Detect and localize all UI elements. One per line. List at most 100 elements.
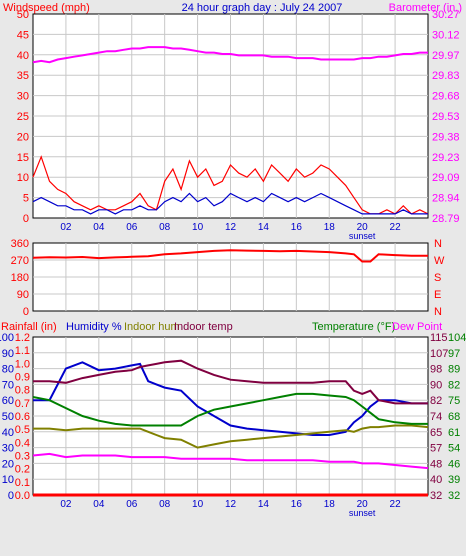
y-tick-barometer: 28.94 [432,193,460,205]
y-tick-barometer: 30.27 [432,9,460,21]
y-tick-rainfall: 1.2 [15,332,30,344]
series-wind-speed [32,192,428,215]
y-tick-temperature: 104 [448,332,466,344]
x-tick-label: 12 [225,222,237,233]
x-tick-label: 04 [93,499,105,510]
y-tick-humidity: 20 [2,458,14,470]
y-tick-windspeed: 0 [23,213,29,225]
y-tick-temperature: 39 [448,474,460,486]
sunset-label: sunset [349,231,376,241]
y-tick-compass: W [434,255,445,267]
y-tick-windspeed: 30 [17,91,29,103]
x-tick-label: 06 [126,499,138,510]
y-tick-humidity: 0 [8,490,14,502]
y-tick-barometer: 29.09 [432,172,460,184]
legend-humidity: Humidity % [66,321,122,333]
x-tick-label: 10 [192,222,204,233]
y-tick-barometer: 29.38 [432,131,460,143]
y-tick-indoor-temp: 48 [430,458,442,470]
y-tick-barometer: 29.97 [432,50,460,62]
y-tick-direction: 0 [23,306,29,318]
y-tick-indoor-temp: 65 [430,427,442,439]
y-tick-compass: S [434,272,441,284]
y-tick-temperature: 75 [448,395,460,407]
legend-indoor-hum: Indoor hum [124,321,180,333]
x-tick-label: 18 [324,222,336,233]
y-tick-humidity: 10 [2,474,14,486]
y-tick-humidity: 80 [2,364,14,376]
y-tick-indoor-temp: 40 [430,474,442,486]
y-tick-temperature: 61 [448,427,460,439]
x-tick-label: 12 [225,499,237,510]
y-tick-temperature: 68 [448,411,460,423]
y-tick-rainfall: 0.3 [15,451,30,463]
x-tick-label: 22 [390,499,402,510]
y-tick-humidity: 70 [2,379,14,391]
y-tick-rainfall: 0.2 [15,464,30,476]
y-tick-compass: N [434,238,442,250]
y-tick-indoor-temp: 107 [430,348,448,360]
y-tick-direction: 270 [11,255,29,267]
x-tick-label: 08 [159,222,171,233]
y-tick-barometer: 29.23 [432,152,460,164]
y-tick-windspeed: 50 [17,9,29,21]
x-tick-label: 10 [192,499,204,510]
humidity-temperature-panel: 02 04 06 08 10 12 14 16 18 20 22 sunset 0 10 20 30 40 50 6… [0,332,466,518]
chart-title: 24 hour graph day : July 24 2007 [182,2,343,14]
series-wind-direction [32,249,428,263]
y-tick-indoor-temp: 115 [430,332,448,344]
wind-barometer-panel: 02 04 06 08 10 12 14 16 18 20 22 sunset 0 5 10 15 20 25 30… [17,9,460,241]
y-tick-windspeed: 45 [17,29,29,41]
y-tick-barometer: 29.68 [432,91,460,103]
y-tick-barometer: 29.53 [432,111,460,123]
series-barometer [32,46,428,64]
y-tick-temperature: 32 [448,490,460,502]
x-tick-label: 20 [357,222,369,233]
x-tick-label: 08 [159,499,171,510]
series-indoor-temp [33,359,428,405]
sunset-label: sunset [349,508,376,518]
y-tick-rainfall: 1.1 [15,345,30,357]
barometer-axis-title: Barometer (in.) [389,2,462,14]
y-tick-humidity: 30 [2,443,14,455]
y-tick-compass: E [434,289,441,301]
x-tick-label: 06 [126,222,138,233]
x-tick-label: 16 [291,499,303,510]
y-tick-direction: 360 [11,238,29,250]
y-tick-barometer: 30.12 [432,29,460,41]
y-tick-temperature: 97 [448,348,460,360]
x-tick-label: 18 [324,499,336,510]
y-tick-indoor-temp: 32 [430,490,442,502]
y-tick-temperature: 89 [448,364,460,376]
y-tick-rainfall: 1.0 [15,358,30,370]
series-wind-gust [32,155,429,215]
y-tick-windspeed: 25 [17,111,29,123]
y-tick-windspeed: 15 [17,152,29,164]
y-tick-direction: 180 [11,272,29,284]
legend-temperature: Temperature (°F) [312,321,395,333]
y-tick-rainfall: 0.0 [15,490,30,502]
y-tick-windspeed: 20 [17,131,29,143]
y-tick-indoor-temp: 57 [430,443,442,455]
y-tick-humidity: 50 [2,411,14,423]
y-tick-humidity: 100 [0,332,14,344]
y-tick-windspeed: 5 [23,193,29,205]
y-tick-temperature: 46 [448,458,460,470]
x-tick-label: 02 [60,499,72,510]
y-tick-indoor-temp: 74 [430,411,442,423]
y-tick-humidity: 40 [2,427,14,439]
series-humidity [33,361,428,436]
legend-indoor-temp: Indoor temp [174,321,233,333]
x-tick-label: 22 [390,222,402,233]
y-tick-compass: N [434,306,442,318]
y-tick-direction: 90 [17,289,29,301]
y-tick-rainfall: 0.4 [15,437,30,449]
y-tick-rainfall: 0.1 [15,477,30,489]
x-tick-label: 14 [258,499,270,510]
x-tick-label: 14 [258,222,270,233]
y-tick-windspeed: 40 [17,50,29,62]
legend-dew-point: Dew Point [392,321,442,333]
y-tick-windspeed: 10 [17,172,29,184]
